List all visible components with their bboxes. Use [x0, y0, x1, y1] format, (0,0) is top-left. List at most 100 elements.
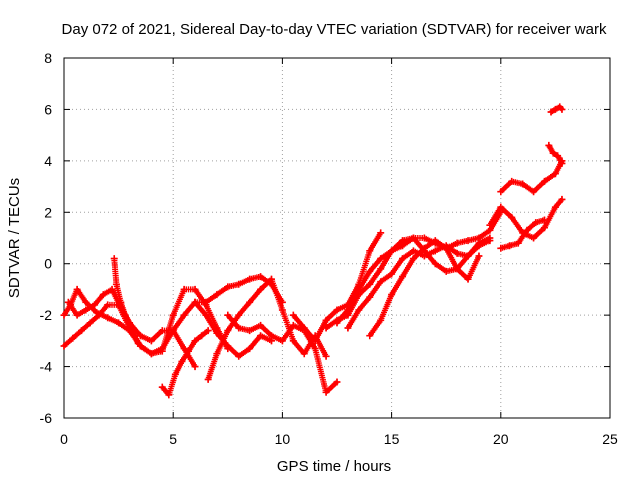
y-tick-label: -4 — [40, 359, 53, 375]
data-point — [235, 280, 243, 288]
data-point — [158, 383, 166, 391]
data-point — [257, 273, 265, 281]
y-tick-label: 2 — [44, 204, 52, 220]
data-point — [540, 177, 548, 185]
data-point — [289, 337, 297, 345]
data-point — [497, 244, 505, 252]
data-point — [333, 306, 341, 314]
y-tick-label: 4 — [44, 153, 52, 169]
data-point — [235, 352, 243, 360]
data-point — [551, 203, 559, 211]
data-point — [198, 332, 206, 340]
data-point — [344, 311, 352, 319]
data-point — [530, 188, 538, 196]
data-point — [399, 273, 407, 281]
data-point — [93, 309, 101, 317]
data-point — [377, 278, 385, 286]
data-point — [69, 334, 77, 342]
data-point — [554, 152, 562, 160]
data-point — [60, 311, 68, 319]
axis-ticks: 0 5 10 15 20 25 -6 -4 -2 0 2 4 6 8 — [40, 50, 618, 447]
data-point — [112, 280, 120, 288]
data-point — [322, 324, 330, 332]
plot-frame — [63, 57, 611, 419]
data-point — [431, 237, 439, 245]
data-point — [497, 203, 505, 211]
data-point — [311, 345, 319, 353]
data-point — [136, 332, 144, 340]
data-point — [117, 298, 125, 306]
data-point — [73, 311, 81, 319]
data-point — [497, 188, 505, 196]
data-point — [180, 285, 188, 293]
data-point — [134, 339, 142, 347]
data-point — [82, 298, 90, 306]
data-point — [191, 298, 199, 306]
data-point — [431, 247, 439, 255]
data-point — [224, 283, 232, 291]
data-point — [77, 327, 85, 335]
data-point — [64, 298, 72, 306]
data-point — [278, 337, 286, 345]
data-point — [121, 311, 129, 319]
data-point — [184, 347, 192, 355]
data-point — [551, 170, 559, 178]
series-track-11 — [322, 234, 494, 332]
x-tick-label: 20 — [493, 431, 509, 447]
data-point — [91, 301, 99, 309]
series-track-16 — [497, 216, 548, 252]
data-point — [431, 260, 439, 268]
series-track-15 — [497, 157, 566, 196]
data-point — [300, 350, 308, 358]
chart-title: Day 072 of 2021, Sidereal Day-to-day VTE… — [62, 21, 607, 38]
data-point — [532, 219, 540, 227]
data-point — [178, 357, 186, 365]
data-point — [289, 321, 297, 329]
y-tick-label: 8 — [44, 50, 52, 66]
series-track-7 — [191, 298, 275, 360]
data-point — [246, 327, 254, 335]
data-point — [442, 244, 450, 252]
data-point — [213, 291, 221, 299]
x-tick-label: 15 — [384, 431, 400, 447]
data-point — [399, 237, 407, 245]
data-point — [158, 327, 166, 335]
data-point — [213, 350, 221, 358]
marker-trail — [61, 286, 231, 357]
y-tick-label: -2 — [40, 307, 53, 323]
data-point — [278, 306, 286, 314]
series-track-4 — [110, 255, 142, 347]
marker-trail — [344, 235, 493, 331]
x-axis-label: GPS time / hours — [277, 458, 391, 475]
y-axis-label: SDTVAR / TECUs — [6, 178, 23, 298]
data-point — [344, 324, 352, 332]
data-point — [191, 285, 199, 293]
data-point — [169, 327, 177, 335]
x-tick-label: 25 — [602, 431, 618, 447]
data-point — [86, 319, 94, 327]
data-point — [377, 255, 385, 263]
y-tick-label: 0 — [44, 256, 52, 272]
data-point — [322, 388, 330, 396]
data-point — [388, 291, 396, 299]
data-point — [322, 352, 330, 360]
x-tick-label: 0 — [60, 431, 68, 447]
series-track-18 — [547, 103, 566, 116]
data-point — [551, 105, 559, 113]
data-point — [289, 311, 297, 319]
data-point — [366, 267, 374, 275]
data-point — [558, 195, 566, 203]
data-point — [508, 213, 516, 221]
data-point — [165, 391, 173, 399]
series-track-5 — [158, 327, 212, 399]
data-point — [540, 224, 548, 232]
data-point — [420, 252, 428, 260]
data-point — [104, 301, 112, 309]
data-point — [514, 239, 522, 247]
data-point — [311, 337, 319, 345]
data-point — [235, 324, 243, 332]
data-point — [158, 347, 166, 355]
data-marks — [60, 103, 566, 399]
data-point — [191, 337, 199, 345]
